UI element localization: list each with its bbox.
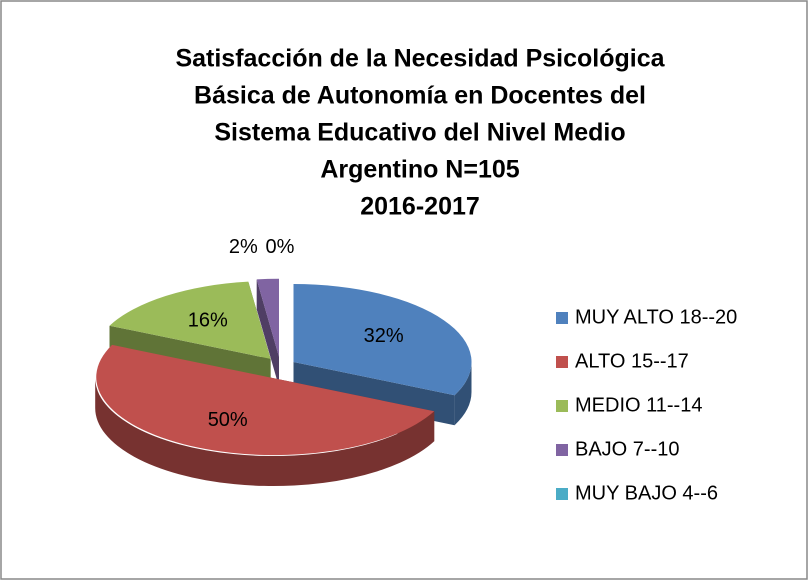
- slice-side: [454, 362, 472, 426]
- chart-title: Argentino N=105: [320, 156, 519, 184]
- slice-side: [95, 378, 435, 487]
- legend-label: BAJO 7--10: [575, 438, 679, 460]
- legend-swatch: [556, 400, 568, 412]
- chart-title: Satisfacción de la Necesidad Psicológica: [175, 45, 665, 73]
- legend-label: MUY ALTO 18--20: [575, 306, 737, 328]
- legend-label: MUY BAJO 4--6: [575, 482, 718, 504]
- slice: [109, 281, 271, 359]
- slice: [256, 278, 279, 357]
- data-label: 16%: [188, 309, 228, 331]
- data-label: 2%: [229, 236, 258, 258]
- legend-label: MEDIO 11--14: [575, 394, 702, 416]
- legend-swatch: [556, 312, 568, 324]
- data-label: 50%: [208, 409, 248, 431]
- legend-swatch: [556, 444, 568, 456]
- chart-title: Sistema Educativo del Nivel Medio: [214, 119, 625, 147]
- data-label: 0%: [266, 236, 295, 258]
- legend-swatch: [556, 488, 568, 500]
- legend-label: ALTO 15--17: [575, 350, 689, 372]
- data-label: 32%: [364, 325, 404, 347]
- slice: [96, 344, 435, 456]
- chart-title: Básica de Autonomía en Docentes del: [194, 82, 646, 110]
- slice-side: [256, 279, 279, 387]
- chart-title: 2016-2017: [360, 193, 480, 221]
- slice: [293, 284, 472, 396]
- legend-swatch: [556, 356, 568, 368]
